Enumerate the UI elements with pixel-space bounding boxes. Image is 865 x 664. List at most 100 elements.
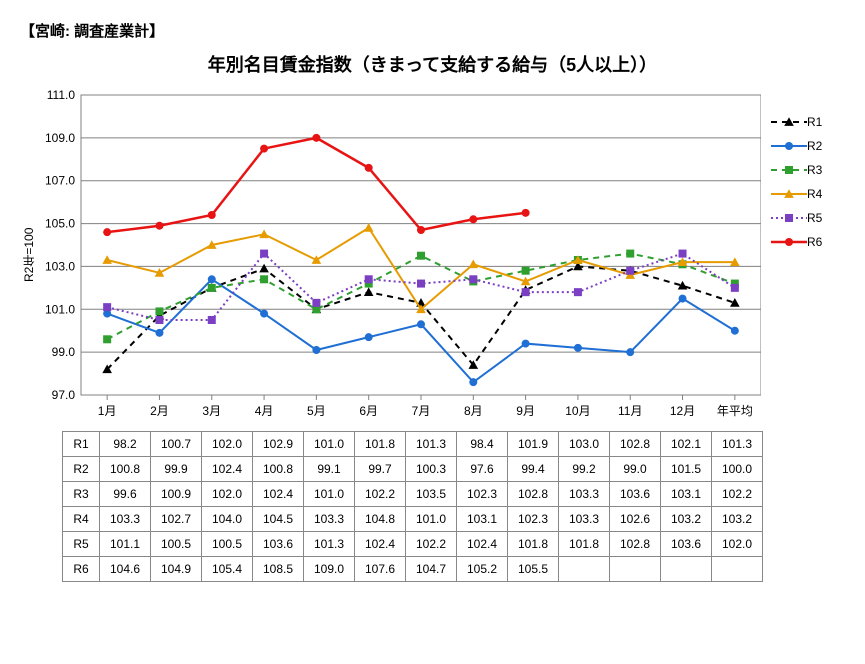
table-cell: 103.3 [559, 482, 610, 507]
table-cell: 102.9 [253, 432, 304, 457]
table-cell: 103.2 [661, 507, 712, 532]
data-table: R198.2100.7102.0102.9101.0101.8101.398.4… [62, 431, 763, 582]
table-cell: 100.3 [406, 457, 457, 482]
table-cell [712, 557, 763, 582]
svg-text:3月: 3月 [202, 404, 221, 418]
svg-text:101.0: 101.0 [45, 302, 75, 316]
table-cell [610, 557, 661, 582]
table-cell: 108.5 [253, 557, 304, 582]
table-cell: 104.9 [151, 557, 202, 582]
table-cell: 100.0 [712, 457, 763, 482]
table-cell: 103.2 [712, 507, 763, 532]
table-row: R5101.1100.5100.5103.6101.3102.4102.2102… [63, 532, 763, 557]
table-cell: 102.0 [202, 482, 253, 507]
table-cell: 100.5 [202, 532, 253, 557]
svg-text:99.0: 99.0 [52, 345, 76, 359]
svg-text:6月: 6月 [359, 404, 378, 418]
table-row: R6104.6104.9105.4108.5109.0107.6104.7105… [63, 557, 763, 582]
legend-item-R4: R4 [771, 187, 822, 201]
table-cell: 101.0 [304, 432, 355, 457]
table-cell: 102.2 [712, 482, 763, 507]
chart-title: 年別名目賃金指数（きまって支給する給与（5人以上）） [20, 51, 845, 77]
table-cell: 99.1 [304, 457, 355, 482]
row-header: R2 [63, 457, 100, 482]
table-cell [661, 557, 712, 582]
row-header: R4 [63, 507, 100, 532]
y-axis-label: R2年=100 [20, 155, 37, 355]
svg-text:8月: 8月 [464, 404, 483, 418]
table-cell: 99.0 [610, 457, 661, 482]
legend-item-R2: R2 [771, 139, 822, 153]
table-cell: 102.4 [355, 532, 406, 557]
table-cell: 101.8 [508, 532, 559, 557]
table-cell: 101.0 [406, 507, 457, 532]
table-cell: 103.3 [304, 507, 355, 532]
table-cell: 104.8 [355, 507, 406, 532]
table-cell: 103.6 [610, 482, 661, 507]
legend-item-R3: R3 [771, 163, 822, 177]
table-cell: 100.5 [151, 532, 202, 557]
legend-label: R1 [807, 115, 822, 129]
table-cell: 102.2 [406, 532, 457, 557]
table-cell: 99.2 [559, 457, 610, 482]
svg-text:109.0: 109.0 [45, 131, 75, 145]
table-cell: 104.5 [253, 507, 304, 532]
svg-text:1月: 1月 [98, 404, 117, 418]
legend: R1 R2 R3 R4 R5 R6 [771, 115, 822, 259]
svg-text:2月: 2月 [150, 404, 169, 418]
table-cell: 101.3 [406, 432, 457, 457]
svg-text:7月: 7月 [412, 404, 431, 418]
table-cell: 102.4 [457, 532, 508, 557]
legend-label: R2 [807, 139, 822, 153]
table-cell: 100.8 [100, 457, 151, 482]
svg-text:107.0: 107.0 [45, 174, 75, 188]
table-cell: 102.4 [202, 457, 253, 482]
row-header: R6 [63, 557, 100, 582]
table-cell: 103.6 [253, 532, 304, 557]
table-cell: 103.1 [661, 482, 712, 507]
legend-item-R6: R6 [771, 235, 822, 249]
table-row: R198.2100.7102.0102.9101.0101.8101.398.4… [63, 432, 763, 457]
table-cell: 109.0 [304, 557, 355, 582]
table-cell: 101.0 [304, 482, 355, 507]
table-cell: 102.7 [151, 507, 202, 532]
table-cell: 101.3 [712, 432, 763, 457]
table-cell: 103.6 [661, 532, 712, 557]
table-cell: 99.4 [508, 457, 559, 482]
svg-text:111.0: 111.0 [47, 88, 76, 102]
legend-item-R5: R5 [771, 211, 822, 225]
svg-text:9月: 9月 [516, 404, 535, 418]
table-cell: 102.1 [661, 432, 712, 457]
table-cell: 103.0 [559, 432, 610, 457]
line-chart: 97.099.0101.0103.0105.0107.0109.0111.01月… [41, 85, 761, 425]
svg-text:105.0: 105.0 [45, 217, 75, 231]
table-cell: 103.5 [406, 482, 457, 507]
svg-text:12月: 12月 [670, 404, 695, 418]
svg-text:年平均: 年平均 [717, 404, 753, 418]
table-cell: 102.0 [202, 432, 253, 457]
table-cell: 98.2 [100, 432, 151, 457]
table-cell: 98.4 [457, 432, 508, 457]
table-cell: 102.3 [457, 482, 508, 507]
table-cell: 102.4 [253, 482, 304, 507]
legend-label: R6 [807, 235, 822, 249]
row-header: R5 [63, 532, 100, 557]
table-cell: 101.8 [355, 432, 406, 457]
table-cell: 105.4 [202, 557, 253, 582]
legend-item-R1: R1 [771, 115, 822, 129]
header-label: 【宮崎: 調査産業計】 [20, 20, 845, 41]
legend-label: R3 [807, 163, 822, 177]
table-cell: 101.8 [559, 532, 610, 557]
table-cell: 104.0 [202, 507, 253, 532]
svg-text:10月: 10月 [565, 404, 590, 418]
table-row: R2100.899.9102.4100.899.199.7100.397.699… [63, 457, 763, 482]
table-cell: 99.9 [151, 457, 202, 482]
table-cell: 103.3 [559, 507, 610, 532]
table-cell: 100.9 [151, 482, 202, 507]
svg-text:5月: 5月 [307, 404, 326, 418]
table-cell: 102.6 [610, 507, 661, 532]
table-cell: 101.9 [508, 432, 559, 457]
table-cell: 101.3 [304, 532, 355, 557]
table-row: R399.6100.9102.0102.4101.0102.2103.5102.… [63, 482, 763, 507]
svg-text:103.0: 103.0 [45, 259, 75, 273]
